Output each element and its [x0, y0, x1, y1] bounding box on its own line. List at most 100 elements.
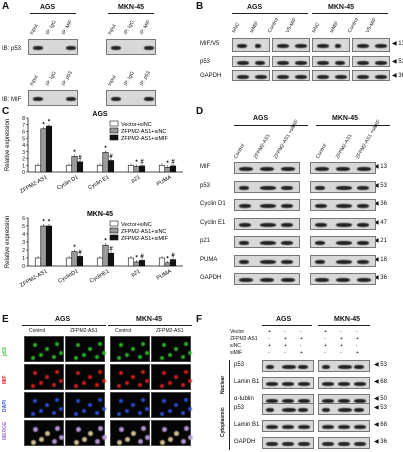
panel-d-label: D	[196, 106, 204, 117]
chart-0-legend-zfpm2-as1-sinc: ZFPM2-AS1+siNC	[121, 129, 166, 135]
chart-0-category-p21: p21	[131, 175, 142, 185]
panel-c-label: C	[2, 106, 10, 117]
panel-a-blot-ags-p53	[28, 39, 78, 55]
panel-f-sign-vector-4: -	[340, 329, 342, 335]
panel-d-blot-gapdh-0	[234, 273, 300, 285]
panel-e-image-dapi-2	[110, 392, 150, 418]
panel-e-row-mif: MIF	[2, 375, 8, 384]
panel-f-nuclear-row-lamin-b1-1: Lamin B1	[234, 379, 260, 385]
panel-f-cytoplasmic-kda-0: ◀ 53	[374, 405, 387, 411]
panel-d-kda-6: ◀ 36	[374, 275, 387, 281]
panel-b-lane-v5-mif: V5-MIF	[284, 16, 299, 34]
panel-f-fraction-cytoplasmic: Cytoplasmic	[220, 407, 226, 437]
panel-a-bottom-lane-ip-p53: IP: p53	[60, 70, 74, 87]
panel-f-nuclear-row-tublin-2: α-tublin	[234, 396, 254, 402]
chart-1-legend-vector-sinc: Vector+siNC	[121, 222, 152, 228]
panel-f-sign-vector-3: +	[324, 329, 327, 335]
panel-f-cytoplasmic-row-gapdh-2: GAPDH	[234, 439, 256, 445]
panel-f-sign-zfpm2-as1-0: -	[268, 336, 270, 342]
panel-a-bottom-lane-ip-p53: IP: p53	[138, 70, 152, 87]
chart-0-title: AGS	[92, 111, 108, 118]
chart-1-ylabel: Relative expression	[5, 216, 11, 268]
chart-1-ytick-label-0: 0	[22, 264, 25, 270]
chart-0-ytick-label-1: 1	[22, 163, 25, 169]
chart-0-bar-4-2	[169, 165, 177, 173]
panel-d-row-cyclin-e1: Cyclin E1	[200, 219, 226, 226]
panel-f-condition-vector: Vector	[230, 329, 245, 335]
panel-a-blot-ags-mif	[28, 90, 78, 106]
panel-f-sign-zfpm2-as1-5: +	[356, 336, 359, 342]
chart-0-category-cyclin-d1: Cyclin D1	[56, 175, 79, 192]
panel-b-cell-line-mkn45: MKN-45	[328, 4, 355, 11]
chart-1-bar-3-1	[133, 261, 140, 267]
panel-d-cell-line-mkn45: MKN-45	[332, 115, 359, 122]
panel-a-top-lane-ip-mif: IP: MIF	[138, 19, 153, 36]
chart-0-ytick-label-8: 8	[22, 116, 25, 122]
panel-b-kda-2: ◀ 36	[392, 73, 403, 79]
panel-d-row-cyclin-d1: Cyclin D1	[200, 201, 226, 207]
chart-1-category-cycline1: CyclinE1	[89, 269, 111, 285]
panel-e-image-p53-1	[65, 336, 106, 362]
chart-0-annotation-1: *	[48, 120, 51, 126]
panel-e-image-mif-0	[24, 364, 64, 390]
panel-d-kda-4: ◀ 21	[374, 238, 387, 244]
panel-f-fraction-bracket-0	[229, 360, 230, 407]
panel-f-blot-nuclear-lamin-b1-0	[262, 377, 314, 389]
chart-0-bar-0-0	[34, 164, 42, 173]
panel-e-row-p53: p53	[2, 347, 8, 356]
chart-1-annotation-8: *	[166, 256, 169, 262]
panel-f-blot-nuclear-p53-0	[262, 360, 314, 372]
panel-e-image-merge-2	[110, 420, 150, 446]
panel-a-blot-mkn45-p53	[106, 39, 156, 55]
panel-f-blot-cytoplasmic-lamin-b1-1	[318, 420, 370, 432]
chart-1-bar-0-2	[45, 225, 53, 267]
panel-f-sign-zfpm2-as1-3: -	[324, 336, 326, 342]
chart-0-annotation-3: #	[78, 155, 82, 161]
panel-d-kda-3: ◀ 47	[374, 219, 387, 226]
panel-e-image-merge-0	[24, 420, 64, 446]
chart-0-annotation-9: #	[171, 159, 175, 165]
chart-0-category-cyclin-e1: Cyclin E1	[87, 175, 110, 192]
panel-f-sign-simif-1: -	[284, 350, 286, 356]
chart-1-bar-2-0	[96, 257, 104, 267]
panel-b-row-p53: p53	[200, 59, 211, 65]
panel-b-blot-gapdh-0	[232, 70, 270, 81]
panel-e-image-merge-1	[65, 420, 107, 446]
panel-f-blot-cytoplasmic-gapdh-1	[318, 437, 370, 449]
panel-b-kda-1: ◀ 53	[392, 59, 403, 65]
panel-e-column-control-0: Control	[29, 328, 46, 334]
panel-e-image-mif-1	[65, 364, 106, 390]
panel-a-top-lane-ip-igg: IP: IgG	[44, 19, 58, 36]
panel-b-blot-p53-3	[352, 56, 390, 67]
chart-1-bar-2-1	[102, 244, 109, 267]
panel-e-image-p53-2	[110, 336, 150, 362]
panel-b-blot-gapdh-2	[312, 70, 350, 81]
chart-0-bar-0-2	[45, 125, 53, 173]
chart-0-legend-swatch-0	[109, 120, 119, 127]
panel-b-lane-simif: siMIF	[328, 20, 341, 34]
panel-f-blot-nuclear-lamin-b1-1	[318, 377, 370, 389]
panel-d-blot-puma-0	[234, 254, 300, 267]
panel-a-bottom-lane-ip-igg: IP: IgG	[122, 70, 136, 87]
panel-f-fraction-bracket-1	[229, 403, 230, 450]
chart-0-category-zfpm2-as1: ZFPM2-AS1	[19, 175, 48, 195]
chart-1-annotation-6: *	[135, 256, 138, 262]
panel-f-sign-simif-4: -	[340, 350, 342, 356]
panel-b-blot-p53-2	[312, 56, 350, 67]
panel-b-label: B	[196, 1, 204, 12]
panel-d-blot-puma-1	[310, 254, 376, 267]
chart-1-bar-1-2	[76, 256, 84, 267]
chart-1-annotation-3: #	[78, 250, 82, 256]
panel-b-cell-line-ags: AGS	[247, 4, 263, 11]
panel-d-lane-zfpm2-as1-4: ZFPM2-AS1	[334, 133, 354, 160]
chart-1-annotation-2: *	[73, 245, 76, 251]
chart-0-bar-3-2	[138, 165, 146, 173]
chart-1-ytick-label-1: 1	[22, 256, 25, 262]
panel-b-lane-sinc: siNC	[310, 21, 322, 34]
panel-a-bottom-lane-ip-igg: IP: IgG	[44, 70, 58, 87]
chart-0-bar-1-1	[71, 156, 78, 173]
panel-a-top-lane-input: Input	[28, 23, 40, 36]
panel-f-sign-vector-2: -	[300, 329, 302, 335]
panel-a-top-lane-ip-igg: IP: IgG	[122, 19, 136, 36]
panel-f-sign-vector-0: +	[268, 329, 271, 335]
